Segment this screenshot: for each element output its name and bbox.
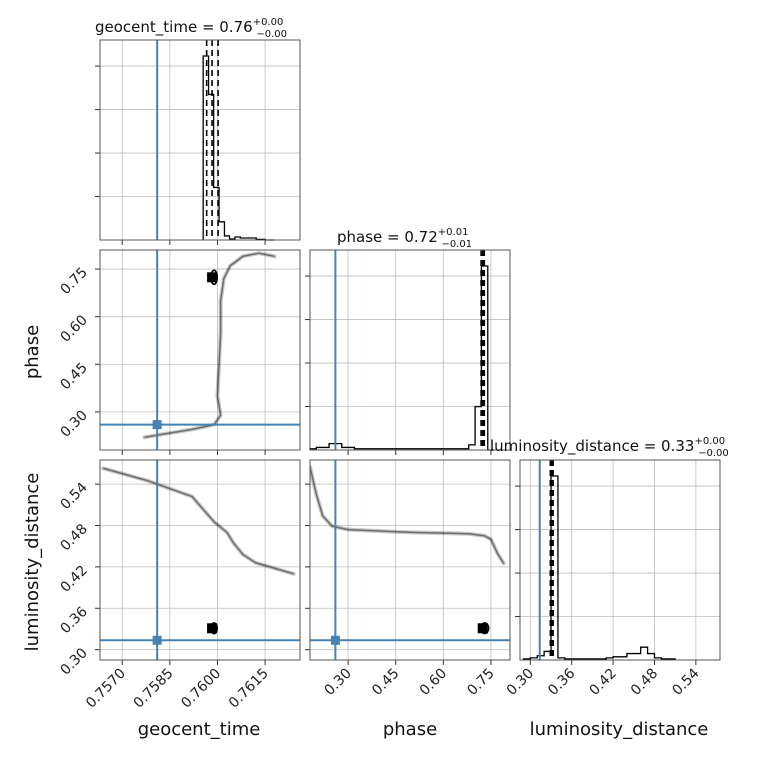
y-tick-label: 0.30 (57, 407, 90, 440)
sample-trail (101, 466, 296, 576)
x-tick-label: 0.7585 (131, 666, 177, 712)
density-peak (207, 623, 218, 634)
panel-frame (99, 249, 301, 451)
x-axis-label-luminosity-distance: luminosity_distance (530, 719, 709, 740)
y-tick-label: 0.36 (57, 604, 90, 637)
x-tick-label: 0.7600 (178, 666, 224, 712)
x-tick-label: 0.60 (417, 666, 450, 699)
panel-titles: geocent_time = 0.76+0.00 −0.00 phase = 0.… (95, 17, 729, 459)
sample-trail-core (310, 466, 505, 564)
panel-geocent_time-vs-luminosity_distance: 0.30 0.36 0.42 0.48 0.54 0.7570 0.7585 0.7600 0.… (57, 459, 301, 712)
panel-phase-hist (305, 249, 511, 455)
y-axis-label-luminosity-distance: luminosity_distance (22, 473, 43, 652)
x-tick-label: 0.45 (369, 666, 402, 699)
x-tick-label: 0.48 (628, 666, 661, 699)
panel-frame (519, 459, 721, 661)
y-axis-label-phase: phase (22, 325, 43, 379)
histogram-step (202, 55, 275, 241)
panel-frame (309, 459, 511, 661)
x-axis-label-phase: phase (383, 719, 437, 740)
y-tick-label: 0.48 (57, 521, 90, 554)
panel-geocent_time-vs-phase: 0.30 0.45 0.60 0.75 (57, 249, 301, 455)
panel-content (142, 251, 277, 440)
y-tick-label: 0.75 (57, 265, 90, 298)
x-tick-label: 0.54 (669, 665, 702, 698)
x-tick-label: 0.75 (464, 666, 497, 699)
luminosity-distance-title: luminosity_distance = 0.33+0.00 −0.00 (490, 436, 729, 459)
panel-luminosity_distance-hist: 0.30 0.36 0.42 0.48 0.54 (504, 459, 721, 699)
panel-content (101, 466, 296, 635)
density-peak (477, 623, 488, 634)
x-tick-label: 0.42 (587, 666, 620, 699)
panel-frame (99, 459, 301, 661)
x-tick-label: 0.7570 (83, 666, 129, 712)
panel-content (310, 464, 506, 635)
x-axis-label-geocent-time: geocent_time (138, 719, 261, 740)
sample-trail-core (102, 467, 294, 575)
sample-trail (310, 464, 506, 566)
phase-title: phase = 0.72+0.01 −0.01 (337, 227, 472, 250)
panels: 0.300.450.600.750.300.360.420.480.540.75… (57, 39, 721, 712)
geocent-time-title: geocent_time = 0.76+0.00 −0.00 (95, 17, 287, 40)
density-peak (207, 272, 218, 283)
axis-labels: geocent_time phase luminosity_distance p… (22, 325, 708, 740)
x-tick-label: 0.30 (504, 666, 537, 699)
panel-phase-vs-luminosity_distance: 0.30 0.45 0.60 0.75 (305, 459, 511, 699)
y-tick-label: 0.30 (57, 645, 90, 678)
panel-frame (309, 249, 511, 451)
y-tick-label: 0.60 (57, 312, 90, 345)
truth-marker (330, 635, 340, 645)
y-tick-label: 0.54 (57, 480, 90, 513)
y-tick-label: 0.45 (57, 360, 90, 393)
y-tick-label: 0.42 (57, 562, 90, 595)
x-tick-label: 0.30 (322, 666, 355, 699)
x-tick-label: 0.7615 (226, 666, 272, 712)
histogram-step (522, 475, 676, 660)
x-tick-label: 0.36 (545, 665, 578, 698)
panel-geocent_time-hist (95, 39, 301, 245)
truth-marker (152, 420, 162, 430)
truth-marker (152, 635, 162, 645)
panel-frame (99, 39, 301, 241)
histogram-step (309, 265, 495, 451)
